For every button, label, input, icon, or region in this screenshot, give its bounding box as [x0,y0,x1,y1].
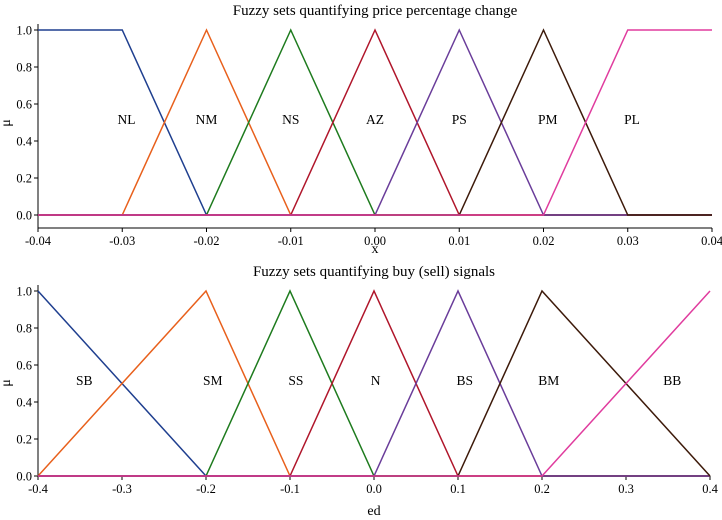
y-axis-label: μ [0,119,14,127]
series-line-bb [38,290,711,477]
x-tick-label: 0.1 [450,482,466,496]
y-tick-label: 0.6 [16,98,32,112]
y-tick-label: 0.6 [16,359,32,373]
y-tick-label: 0.4 [16,396,32,410]
set-label-n: N [371,373,381,388]
x-tick-label: 0.02 [533,234,555,248]
y-tick-label: 0.0 [16,209,32,223]
x-tick-label: 0.0 [366,482,382,496]
y-tick-label: 0.4 [16,135,32,149]
chart-title: Fuzzy sets quantifying price percentage … [233,3,518,19]
y-axis-label: μ [0,379,14,387]
set-label-ns: NS [282,112,299,127]
chart-panel-1: Fuzzy sets quantifying price percentage … [0,3,722,257]
x-tick-label: 0.04 [701,234,722,248]
y-tick-label: 0.8 [16,61,32,75]
x-tick-label: -0.4 [28,482,49,496]
set-label-nl: NL [117,112,135,127]
set-label-az: AZ [366,112,384,127]
chart-title: Fuzzy sets quantifying buy (sell) signal… [253,264,495,280]
set-label-bm: BM [538,373,559,388]
x-tick-label: 0.3 [618,482,634,496]
set-label-ps: PS [452,112,467,127]
set-label-pl: PL [624,112,640,127]
set-label-nm: NM [196,112,218,127]
x-axis-label: ed [367,504,380,519]
x-tick-label: 0.03 [617,234,639,248]
x-tick-label: -0.1 [280,482,300,496]
x-tick-label: 0.01 [448,234,470,248]
y-tick-label: 0.8 [16,322,32,336]
set-label-sm: SM [203,373,223,388]
x-tick-label: -0.3 [112,482,132,496]
set-label-bb: BB [663,373,681,388]
series-line-pl [38,29,712,216]
y-tick-label: 1.0 [16,285,32,299]
y-tick-label: 0.2 [16,433,32,447]
x-tick-label: -0.04 [25,234,52,248]
x-tick-label: -0.2 [196,482,216,496]
y-tick-label: 0.0 [16,470,32,484]
x-tick-label: -0.01 [278,234,304,248]
x-tick-label: -0.02 [193,234,219,248]
set-label-bs: BS [456,373,473,388]
set-label-pm: PM [538,112,558,127]
x-tick-label: -0.03 [109,234,135,248]
x-tick-label: 0.2 [534,482,550,496]
chart-panel-2: Fuzzy sets quantifying buy (sell) signal… [0,264,719,519]
x-axis-label: x [372,242,379,257]
x-tick-label: 0.4 [702,482,718,496]
set-label-sb: SB [76,373,93,388]
y-tick-label: 0.2 [16,172,32,186]
x-tick-label: 0.00 [364,234,386,248]
set-label-ss: SS [288,373,303,388]
y-tick-label: 1.0 [16,24,32,38]
